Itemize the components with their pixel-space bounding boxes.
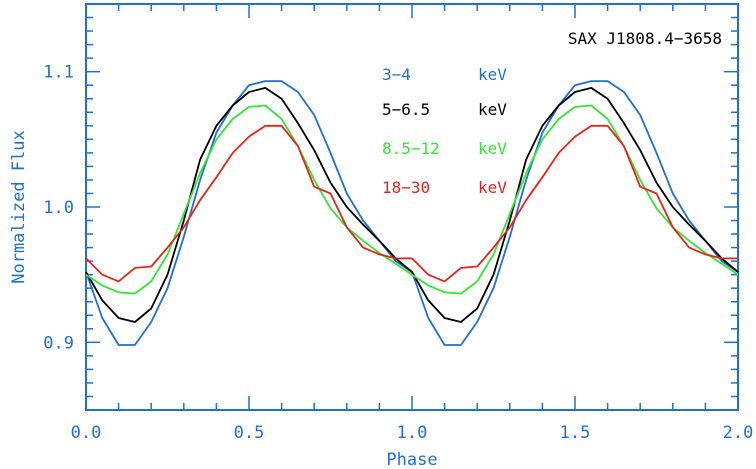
chart-title: SAX J1808.4−3658: [568, 29, 722, 48]
axis-ticks: [85, 3, 739, 411]
x-tick-label: 1.5: [560, 423, 591, 443]
y-axis-label: Normalized Flux: [9, 130, 29, 284]
x-tick-label: 1.0: [397, 423, 428, 443]
x-tick-label: 0.0: [71, 423, 102, 443]
legend-label-0: 3−4: [382, 65, 411, 84]
y-tick-label: 1.1: [43, 63, 74, 83]
x-tick-label: 0.5: [234, 423, 265, 443]
y-tick-label: 1.0: [43, 198, 74, 218]
legend-label-1: 5−6.5: [382, 100, 430, 119]
series-line-1: [85, 87, 739, 323]
tick-labels: 0.0 0.5 1.0 1.5 2.0 0.9 1.0 1.1: [43, 63, 753, 443]
x-tick-label: 2.0: [723, 423, 754, 443]
legend-label-2: 8.5−12: [382, 139, 440, 158]
series-line-3: [85, 124, 738, 283]
series-lines: [85, 80, 739, 346]
legend-label-3: 18−30: [382, 178, 430, 197]
y-tick-label: 0.9: [43, 333, 74, 353]
legend-unit-0: keV: [478, 65, 507, 84]
legend-unit-3: keV: [478, 178, 507, 197]
legend-unit-1: keV: [478, 100, 507, 119]
legend-unit-2: keV: [478, 139, 507, 158]
plot-frame: [85, 3, 739, 411]
legend: 3−4 keV 5−6.5 keV 8.5−12 keV 18−30 keV: [382, 65, 507, 197]
x-axis-label: Phase: [386, 450, 437, 469]
series-line-2: [85, 104, 739, 295]
